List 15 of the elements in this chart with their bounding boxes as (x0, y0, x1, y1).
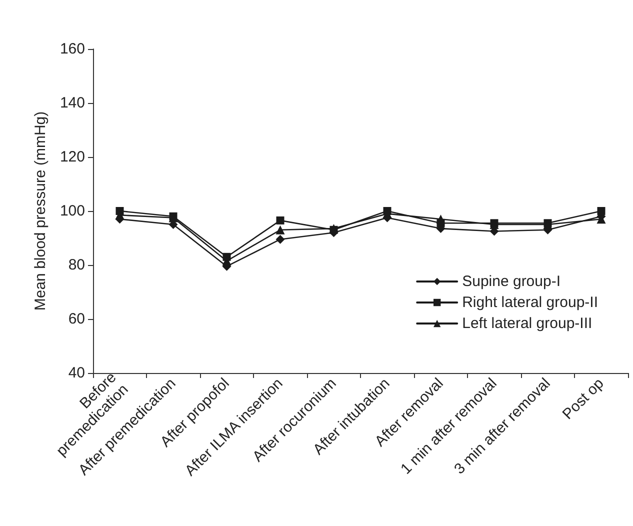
legend-label: Supine group-I (462, 273, 561, 290)
y-tick-label: 60 (68, 310, 85, 328)
point (276, 234, 285, 244)
y-tick-label: 120 (60, 148, 85, 166)
point (436, 214, 446, 224)
y-tick-label: 140 (60, 94, 85, 112)
point (276, 225, 285, 234)
y-tick-label: 80 (68, 256, 85, 274)
point (597, 207, 606, 215)
legend-label: Right lateral group-II (462, 294, 598, 311)
y-axis-title: Mean blood pressure (mmHg) (32, 111, 49, 311)
legend-label: Left lateral group-III (462, 315, 592, 332)
y-tick-label: 160 (60, 40, 85, 58)
y-tick-label: 100 (60, 202, 85, 220)
point (276, 216, 284, 224)
